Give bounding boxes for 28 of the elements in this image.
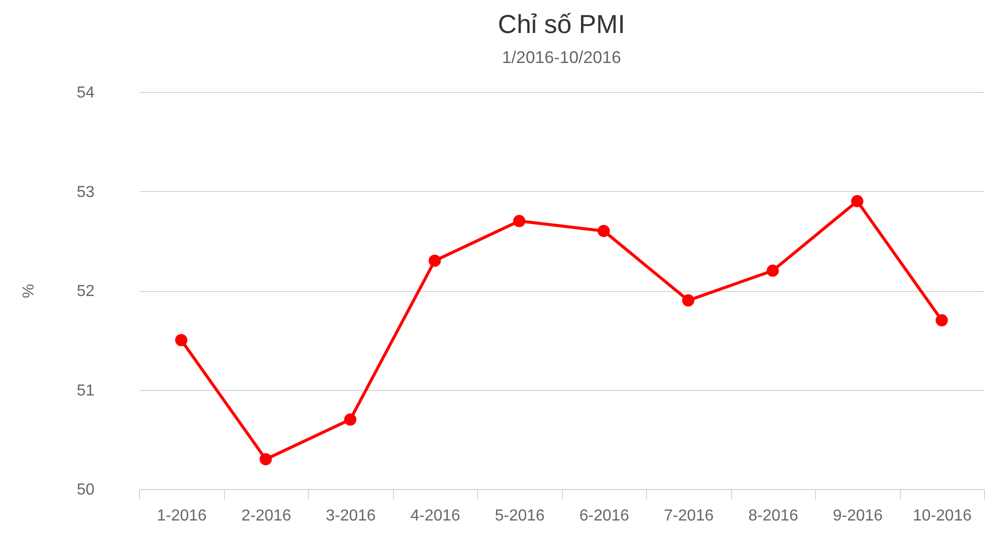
point	[598, 224, 610, 238]
point	[851, 195, 864, 208]
x-tick-label: 8-2016	[748, 508, 798, 524]
point	[260, 453, 272, 466]
point	[766, 264, 779, 277]
point	[513, 214, 526, 228]
point	[428, 254, 441, 267]
x-tick-label: 5-2016	[494, 508, 545, 524]
y-tick-label: 52	[76, 283, 95, 300]
point	[936, 314, 948, 326]
x-tick-label: 2-2016	[241, 508, 292, 524]
y-tick-label: 51	[76, 382, 95, 400]
point	[175, 334, 188, 346]
x-tick-label: 6-2016	[579, 508, 630, 524]
x-tick-label: 4-2016	[410, 508, 460, 524]
x-tick-label: 10-2016	[912, 508, 972, 524]
x-tick-label: 9-2016	[832, 508, 883, 524]
y-tick-label: 53	[76, 184, 95, 201]
x-tick-label: 3-2016	[326, 508, 376, 524]
x-tick-label: 7-2016	[664, 508, 714, 524]
y-tick-label: 54	[76, 84, 95, 102]
point	[682, 294, 694, 307]
x-tick-label: 1-2016	[156, 508, 207, 524]
chart-title: Chỉ số PMI	[498, 9, 626, 39]
point	[344, 413, 356, 426]
y-tick-label: 50	[76, 482, 95, 498]
y-axis-title: %	[20, 284, 38, 298]
chart-subtitle: 1/2016-10/2016	[502, 48, 622, 67]
